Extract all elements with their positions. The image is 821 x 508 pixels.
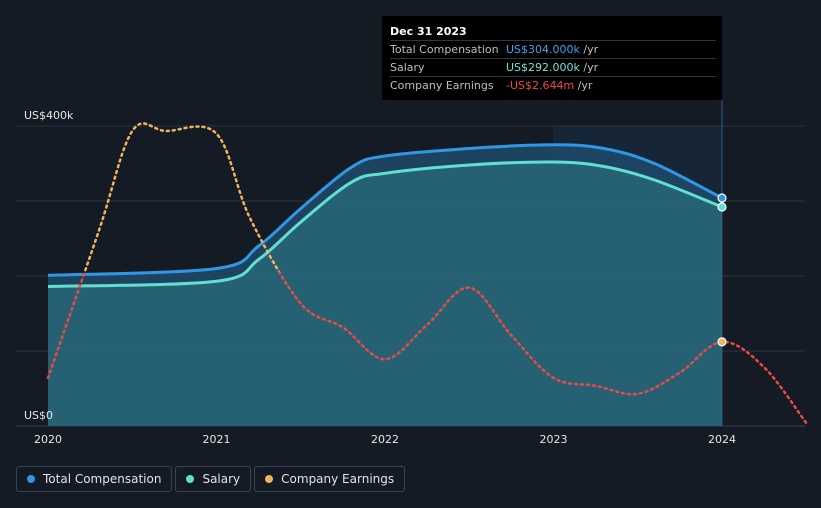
axis-labels: US$400k US$0 2020 2021 2022 2023 2024 <box>24 109 736 446</box>
x-tick-label: 2021 <box>203 433 231 446</box>
tooltip-value: US$292.000k /yr <box>506 61 599 74</box>
total-compensation-line <box>47 143 723 277</box>
legend-label: Total Compensation <box>43 472 162 486</box>
earnings-positive-segment <box>83 122 281 272</box>
earnings-negative-segment <box>46 271 808 425</box>
tooltip: Dec 31 2023 Total Compensation US$304.00… <box>382 16 722 100</box>
legend-item-company-earnings[interactable]: Company Earnings <box>254 466 406 492</box>
tooltip-value: US$304.000k /yr <box>506 43 599 56</box>
tooltip-row-company-earnings: Company Earnings -US$2.644m /yr <box>390 76 716 95</box>
markers <box>717 193 727 347</box>
tooltip-label: Total Compensation <box>390 43 499 56</box>
tooltip-date: Dec 31 2023 <box>390 25 467 38</box>
tooltip-label: Company Earnings <box>390 79 494 92</box>
tooltip-value: -US$2.644m /yr <box>506 79 593 92</box>
x-tick-label: 2022 <box>371 433 399 446</box>
total-compensation-marker <box>717 193 727 203</box>
legend: Total Compensation Salary Company Earnin… <box>16 466 408 494</box>
x-tick-label: 2023 <box>540 433 568 446</box>
salary-line <box>47 160 723 288</box>
circle-icon <box>27 475 35 483</box>
legend-item-total-compensation[interactable]: Total Compensation <box>16 466 173 492</box>
salary-marker <box>717 202 727 212</box>
circle-icon <box>265 475 274 483</box>
company-earnings-line <box>46 122 808 425</box>
y-tick-label: US$0 <box>24 409 53 422</box>
legend-item-salary[interactable]: Salary <box>175 466 252 492</box>
y-tick-label: US$400k <box>24 109 74 122</box>
circle-icon <box>186 475 195 483</box>
tooltip-label: Salary <box>390 61 425 74</box>
legend-label: Salary <box>202 472 241 486</box>
company-earnings-marker <box>717 337 727 347</box>
tooltip-row-salary: Salary US$292.000k /yr <box>390 58 716 77</box>
x-tick-label: 2024 <box>708 433 736 446</box>
legend-label: Company Earnings <box>281 472 395 486</box>
tooltip-row-total-compensation: Total Compensation US$304.000k /yr <box>390 40 716 59</box>
x-tick-label: 2020 <box>34 433 62 446</box>
salary-area <box>48 161 722 426</box>
